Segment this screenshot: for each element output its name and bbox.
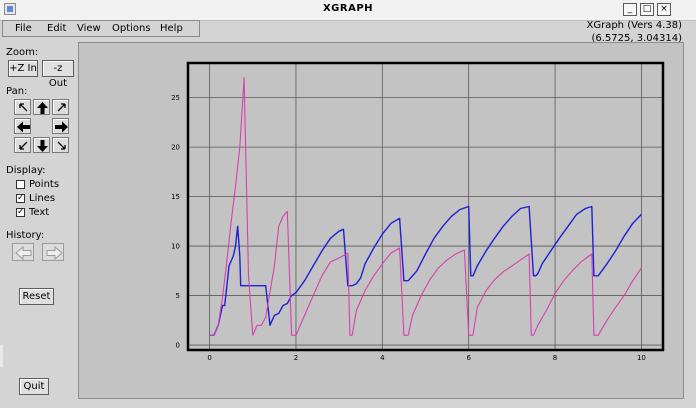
pan-left-button[interactable] [14,118,31,134]
points-checkbox[interactable] [16,180,25,189]
points-label: Points [29,179,59,190]
version-label: XGraph (Vers 4.38) [587,20,683,31]
history-back-button[interactable] [12,243,34,261]
history-forward-icon [43,244,65,262]
arrow-down-icon [34,138,51,154]
series-line-2 [210,78,642,335]
title-bar: XGRAPH _ □ × [0,0,696,21]
history-forward-button[interactable] [42,243,64,261]
menu-options[interactable]: Options [112,23,151,34]
menu-help[interactable]: Help [160,23,183,34]
lines-checkbox[interactable]: ✓ [16,194,25,203]
y-tick-label: 25 [171,94,180,102]
zoom-out-button[interactable]: -z Out [42,60,74,77]
quit-button[interactable]: Quit [19,378,49,395]
menu-bar: File Edit View Options Help [2,20,200,37]
x-tick-label: 2 [294,354,298,362]
line-chart: 0 2 4 6 8 10 0 5 10 15 20 25 [79,43,683,398]
pan-right-button[interactable] [52,118,69,134]
text-label: Text [29,207,49,218]
x-tick-label: 0 [207,354,211,362]
x-tick-label: 8 [553,354,557,362]
menu-file[interactable]: File [15,23,32,34]
pan-up-right-button[interactable] [52,99,69,115]
y-tick-label: 10 [171,243,180,251]
arrow-down-right-icon [53,138,70,154]
x-tick-label: 6 [466,354,471,362]
window-title: XGRAPH [0,3,696,14]
arrow-up-left-icon [15,100,32,116]
pan-up-left-button[interactable] [14,99,31,115]
x-tick-label: 10 [637,354,646,362]
arrow-up-icon [34,100,51,116]
pan-down-left-button[interactable] [14,137,31,153]
minimize-button[interactable]: _ [623,3,637,16]
pan-up-button[interactable] [33,99,50,115]
display-label: Display: [6,165,46,176]
scroll-handle[interactable] [0,345,3,367]
text-checkbox[interactable]: ✓ [16,208,25,217]
y-tick-label: 0 [176,342,180,350]
pan-down-right-button[interactable] [52,137,69,153]
menu-view[interactable]: View [77,23,101,34]
zoom-label: Zoom: [6,47,38,58]
plot-panel[interactable]: 0 2 4 6 8 10 0 5 10 15 20 25 [78,42,684,399]
arrow-up-right-icon [53,100,70,116]
menu-edit[interactable]: Edit [47,23,66,34]
arrow-left-icon [15,119,32,135]
maximize-button[interactable]: □ [640,3,654,16]
pan-label: Pan: [6,86,27,97]
history-label: History: [6,230,44,241]
close-button[interactable]: × [657,3,671,16]
zoom-in-button[interactable]: +Z In [8,60,38,77]
lines-label: Lines [29,193,55,204]
reset-button[interactable]: Reset [19,288,54,305]
y-tick-label: 20 [171,144,180,152]
y-tick-label: 5 [176,292,180,300]
series-line-1 [210,207,642,336]
pan-down-button[interactable] [33,137,50,153]
arrow-down-left-icon [15,138,32,154]
history-back-icon [13,244,35,262]
y-tick-label: 15 [171,193,180,201]
x-tick-label: 4 [380,354,385,362]
arrow-right-icon [53,119,70,135]
